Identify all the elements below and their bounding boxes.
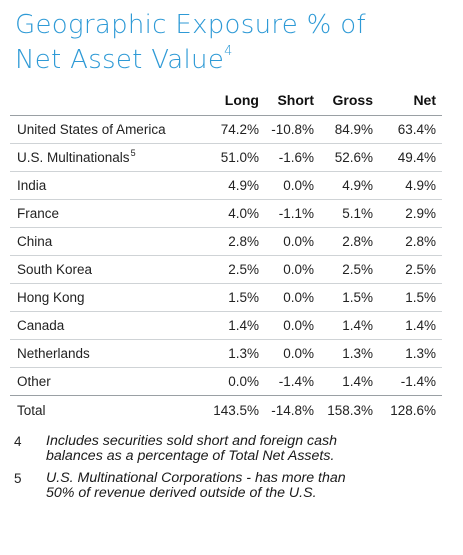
footnote-text: Includes securities sold short and forei…	[46, 433, 338, 464]
table-row: Hong Kong 1.5% 0.0% 1.5% 1.5%	[10, 283, 442, 312]
cell-long: 74.2%	[200, 114, 265, 144]
cell-short: 0.0%	[265, 339, 320, 368]
cell-gross: 1.4%	[320, 311, 379, 340]
row-label: Other	[10, 367, 200, 396]
table-body: United States of America 74.2% -10.8% 84.9%…	[10, 114, 442, 425]
table-row: United States of America 74.2% -10.8% 84.9%…	[10, 114, 442, 144]
row-label: China	[10, 226, 200, 256]
footnote-number: 5	[14, 471, 22, 486]
footnotes: 4 Includes securities sold short and for…	[14, 434, 454, 508]
cell-gross: 1.5%	[320, 283, 379, 312]
cell-net: 4.9%	[379, 170, 442, 200]
row-label-text: South Korea	[17, 262, 93, 278]
cell-long: 1.5%	[200, 283, 265, 312]
header-gross: Gross	[320, 87, 379, 116]
cell-long: 4.9%	[200, 170, 265, 200]
cell-long: 1.3%	[200, 339, 265, 368]
cell-long: 4.0%	[200, 198, 265, 228]
cell-gross: 4.9%	[320, 170, 379, 200]
row-label: United States of America	[10, 114, 200, 144]
cell-gross: 84.9%	[320, 114, 379, 144]
cell-net: 63.4%	[379, 114, 442, 144]
row-label: Netherlands	[10, 339, 200, 368]
header-long: Long	[200, 87, 265, 116]
table-row: France 4.0% -1.1% 5.1% 2.9%	[10, 198, 442, 228]
cell-net: 49.4%	[379, 142, 442, 172]
cell-short: 0.0%	[265, 311, 320, 340]
row-label: Hong Kong	[10, 283, 200, 312]
table-header-row: Long Short Gross Net	[10, 87, 442, 116]
title-footnote-ref: 4	[224, 44, 233, 59]
row-label: U.S. Multinationals5	[10, 142, 200, 172]
total-long: 143.5%	[200, 395, 265, 425]
cell-gross: 1.3%	[320, 339, 379, 368]
row-label: Canada	[10, 311, 200, 340]
table-row: India 4.9% 0.0% 4.9% 4.9%	[10, 170, 442, 200]
cell-gross: 5.1%	[320, 198, 379, 228]
row-label: India	[10, 170, 200, 200]
table-row: South Korea 2.5% 0.0% 2.5% 2.5%	[10, 254, 442, 284]
cell-short: -1.6%	[265, 142, 320, 172]
table-total-row: Total 143.5% -14.8% 158.3% 128.6%	[10, 395, 442, 425]
row-label-text: United States of America	[17, 121, 166, 137]
cell-gross: 2.5%	[320, 254, 379, 284]
cell-net: 2.9%	[379, 198, 442, 228]
table-row: Canada 1.4% 0.0% 1.4% 1.4%	[10, 311, 442, 340]
footnote-text: U.S. Multinational Corporations - has mo…	[46, 470, 346, 501]
footnote-4: 4 Includes securities sold short and for…	[14, 434, 454, 463]
total-label: Total	[10, 395, 200, 425]
cell-net: -1.4%	[379, 367, 442, 396]
row-label-text: Canada	[17, 318, 65, 334]
total-net: 128.6%	[379, 395, 442, 425]
table-row: Netherlands 1.3% 0.0% 1.3% 1.3%	[10, 339, 442, 368]
cell-short: -1.4%	[265, 367, 320, 396]
cell-long: 51.0%	[200, 142, 265, 172]
footnote-number: 4	[14, 434, 22, 449]
cell-gross: 1.4%	[320, 367, 379, 396]
cell-short: 0.0%	[265, 226, 320, 256]
cell-gross: 52.6%	[320, 142, 379, 172]
table-row: Other 0.0% -1.4% 1.4% -1.4%	[10, 367, 442, 396]
header-net: Net	[379, 87, 442, 116]
footnote-5: 5 U.S. Multinational Corporations - has …	[14, 471, 454, 500]
total-short: -14.8%	[265, 395, 320, 425]
row-label-text: Other	[17, 374, 51, 390]
cell-long: 2.8%	[200, 226, 265, 256]
header-short: Short	[265, 87, 320, 116]
cell-net: 1.4%	[379, 311, 442, 340]
cell-gross: 2.8%	[320, 226, 379, 256]
cell-short: 0.0%	[265, 170, 320, 200]
total-gross: 158.3%	[320, 395, 379, 425]
title-line-2-text: Net Asset Value	[15, 45, 225, 75]
row-label-text: France	[17, 205, 60, 221]
title-line-1: Geographic Exposure % of	[15, 10, 366, 40]
cell-short: 0.0%	[265, 254, 320, 284]
row-footnote-ref: 5	[130, 147, 136, 158]
row-label-text: China	[17, 233, 53, 249]
row-label-text: U.S. Multinationals	[17, 149, 130, 165]
table-row: U.S. Multinationals5 51.0% -1.6% 52.6% 49.4%	[10, 142, 442, 172]
header-label-blank	[10, 87, 200, 116]
title-line-2: Net Asset Value4	[15, 43, 455, 78]
page-title: Geographic Exposure % of Net Asset Value…	[15, 8, 455, 78]
cell-net: 1.3%	[379, 339, 442, 368]
cell-long: 1.4%	[200, 311, 265, 340]
row-label-text: Hong Kong	[17, 290, 85, 306]
cell-long: 0.0%	[200, 367, 265, 396]
row-label-text: Netherlands	[17, 346, 90, 362]
geographic-exposure-table: Long Short Gross Net United States of Am…	[10, 87, 442, 425]
row-label-text: India	[17, 177, 47, 193]
row-label: France	[10, 198, 200, 228]
cell-short: 0.0%	[265, 283, 320, 312]
cell-long: 2.5%	[200, 254, 265, 284]
cell-net: 2.5%	[379, 254, 442, 284]
cell-short: -10.8%	[265, 114, 320, 144]
table-row: China 2.8% 0.0% 2.8% 2.8%	[10, 226, 442, 256]
cell-net: 1.5%	[379, 283, 442, 312]
row-label: South Korea	[10, 254, 200, 284]
cell-net: 2.8%	[379, 226, 442, 256]
cell-short: -1.1%	[265, 198, 320, 228]
